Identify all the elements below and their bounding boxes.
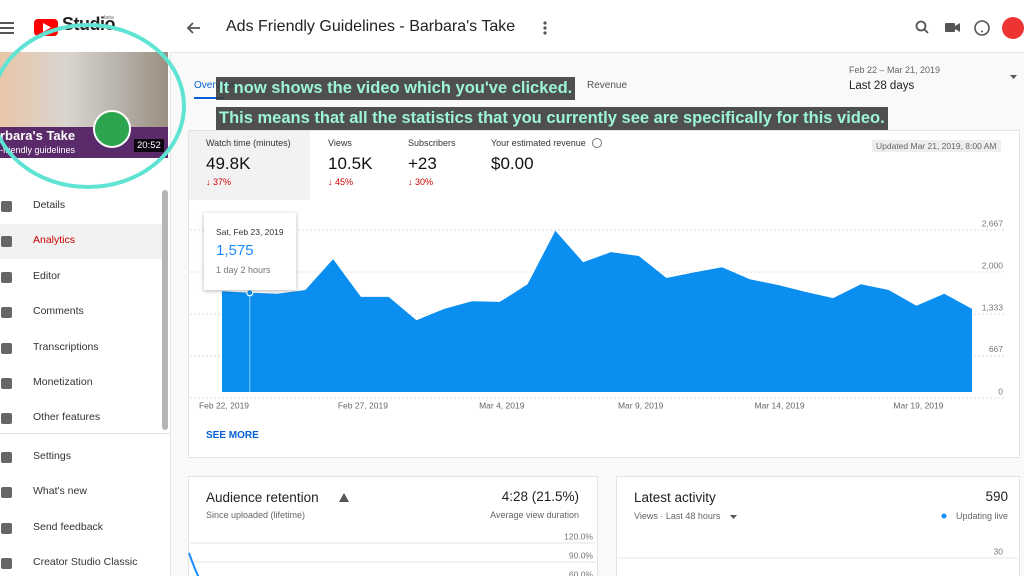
see-more[interactable]: SEE MORE: [206, 430, 259, 441]
tab[interactable]: Revenue: [587, 80, 628, 91]
updated-badge: Updated Mar 21, 2019, 8:00 AM: [872, 140, 1001, 152]
active-item: [0, 224, 163, 259]
sidebar-item[interactable]: Other features: [33, 411, 101, 423]
sidebar-icon: [1, 413, 12, 424]
live-dot: [941, 513, 947, 519]
activity-card: [616, 476, 1020, 576]
metric-value: 10.5K: [328, 154, 373, 173]
retention-title: Audience retention: [206, 490, 319, 505]
sidebar-divider: [0, 433, 170, 434]
sidebar-icon: [1, 343, 12, 354]
metric-label: Subscribers: [408, 138, 456, 148]
sidebar-item[interactable]: Analytics: [33, 234, 76, 246]
date-range-label[interactable]: Last 28 days: [849, 80, 915, 92]
duration: 20:52: [134, 139, 164, 152]
selected-metric[interactable]: [189, 131, 310, 200]
activity-value: 590: [985, 489, 1008, 504]
dropdown-icon[interactable]: [1009, 73, 1019, 81]
more-icon[interactable]: [543, 21, 547, 35]
retention-subtitle: Since uploaded (lifetime): [206, 510, 306, 520]
thumbnail-subtitle: -friendly guidelines: [0, 145, 76, 155]
sidebar-item[interactable]: What's new: [33, 485, 87, 497]
menu-icon[interactable]: [0, 22, 14, 34]
date-range: Feb 22 – Mar 21, 2019: [849, 65, 941, 75]
tooltip-watch: 1 day 2 hours: [216, 265, 271, 275]
tooltip: [204, 213, 296, 290]
sidebar-icon: [1, 272, 12, 283]
warning-icon: [339, 493, 349, 502]
activity-dropdown[interactable]: [729, 513, 739, 521]
activity-subtitle[interactable]: Views · Last 48 hours: [634, 511, 721, 521]
overview-card: [188, 130, 1020, 458]
sidebar-icon: [1, 307, 12, 318]
metric-label: Watch time (minutes): [206, 138, 291, 148]
activity-status: Updating live: [955, 511, 1008, 521]
sidebar-icon: [1, 523, 12, 534]
avatar[interactable]: [1002, 17, 1024, 39]
sidebar-icon: [1, 201, 12, 212]
sidebar-icon: [1, 487, 12, 498]
sidebar-icon: [1, 452, 12, 463]
brand-badge: beta: [104, 15, 114, 21]
tooltip-date: Sat, Feb 23, 2019: [216, 227, 284, 237]
sidebar-item[interactable]: Monetization: [33, 376, 93, 388]
sidebar-icon: [1, 558, 12, 569]
retention-card: [188, 476, 598, 576]
sidebar-icon: [1, 378, 12, 389]
metric-value: +23: [408, 154, 437, 173]
tab-underline: [194, 97, 224, 99]
sidebar-item[interactable]: Details: [33, 199, 66, 211]
retention-caption: Average view duration: [490, 510, 579, 520]
sidebar-item[interactable]: Editor: [33, 270, 61, 282]
camera-icon[interactable]: [945, 23, 960, 32]
search-icon[interactable]: [915, 20, 929, 34]
scrollbar[interactable]: [162, 190, 168, 430]
info-icon[interactable]: [591, 137, 603, 149]
tab[interactable]: Overview: [194, 80, 236, 91]
sidebar-item[interactable]: Settings: [33, 450, 71, 462]
metric-change: ↓ 30%: [408, 177, 434, 187]
metric-label: Views: [328, 138, 352, 148]
caption: It now shows the video which you've clic…: [216, 77, 576, 100]
sidebar-item[interactable]: Creator Studio Classic: [33, 556, 138, 568]
sidebar-item[interactable]: Send feedback: [33, 521, 104, 533]
help-icon[interactable]: [974, 20, 990, 36]
retention-value: 4:28 (21.5%): [501, 489, 579, 504]
metric-value: 49.8K: [206, 154, 251, 173]
tooltip-value: 1,575: [216, 242, 254, 259]
sidebar-icon: [1, 236, 12, 247]
money-icon: [93, 110, 131, 148]
video-title: Ads Friendly Guidelines - Barbara's Take: [226, 18, 516, 35]
sidebar-item[interactable]: Comments: [33, 305, 84, 317]
metric-change: ↓ 45%: [328, 177, 354, 187]
activity-title: Latest activity: [634, 490, 716, 505]
sidebar-item[interactable]: Transcriptions: [33, 341, 99, 353]
metric-label: Your estimated revenue: [491, 138, 586, 148]
metric-value: $0.00: [491, 154, 534, 173]
thumbnail-title: rbara's Take: [0, 128, 76, 143]
caption: This means that all the statistics that …: [216, 107, 888, 130]
back-icon[interactable]: [186, 22, 200, 34]
metric-change: ↓ 37%: [206, 177, 232, 187]
